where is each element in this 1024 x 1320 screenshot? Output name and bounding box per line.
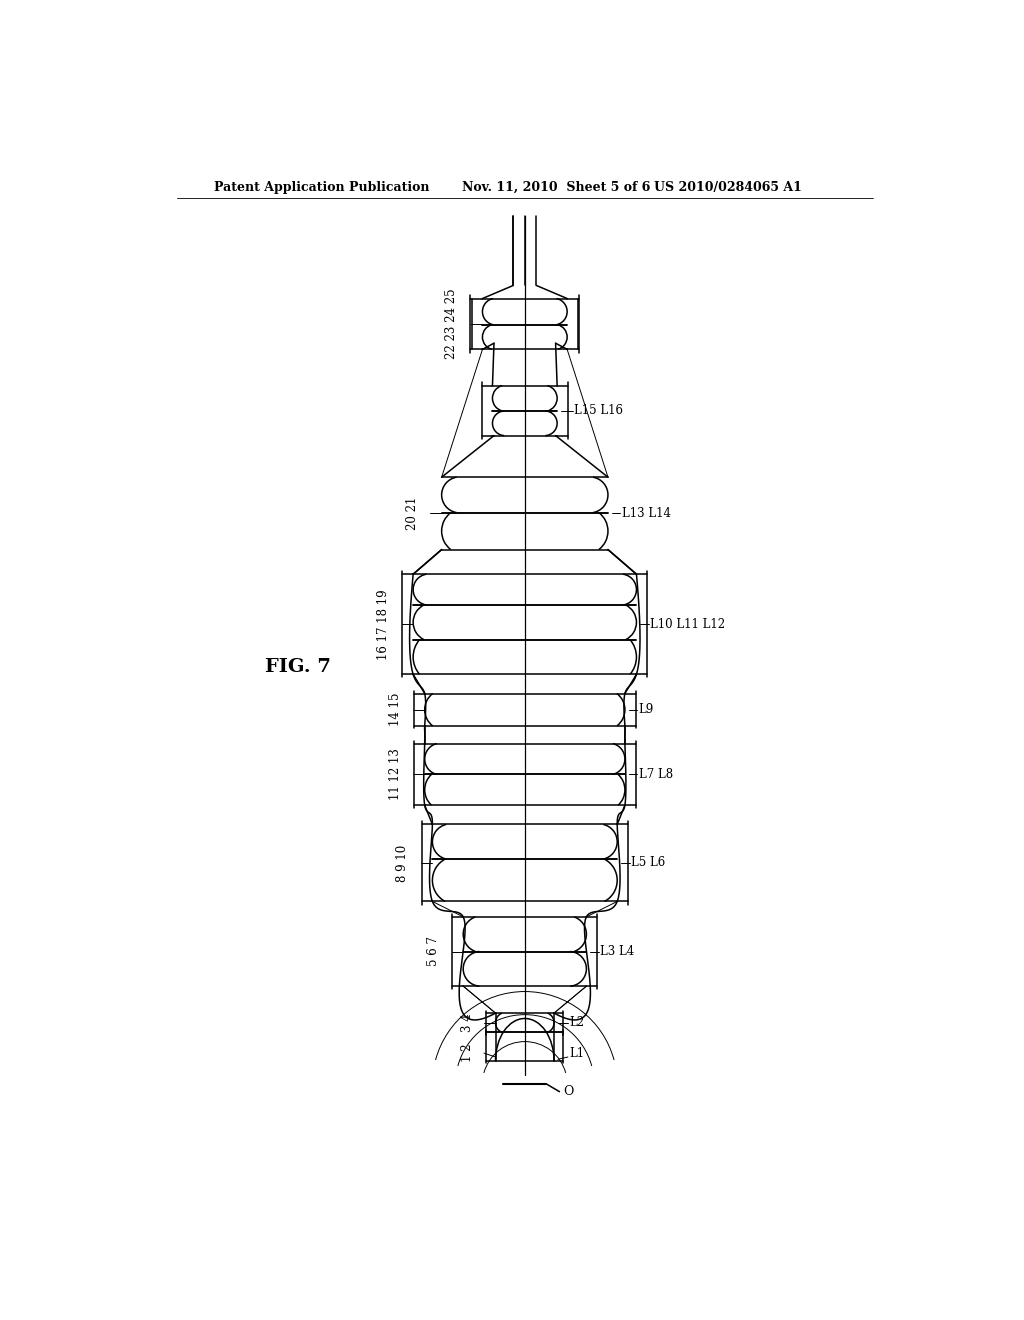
Text: L2: L2 — [569, 1016, 585, 1030]
Text: Nov. 11, 2010  Sheet 5 of 6: Nov. 11, 2010 Sheet 5 of 6 — [462, 181, 650, 194]
Text: L9: L9 — [639, 704, 654, 717]
Text: 16 17 18 19: 16 17 18 19 — [377, 589, 390, 660]
Text: 20 21: 20 21 — [406, 496, 419, 531]
Text: 22 23 24 25: 22 23 24 25 — [444, 289, 458, 359]
Text: L1: L1 — [569, 1047, 585, 1060]
Text: FIG. 7: FIG. 7 — [265, 657, 331, 676]
Text: L7 L8: L7 L8 — [639, 768, 673, 781]
Text: L13 L14: L13 L14 — [622, 507, 671, 520]
Text: 11 12 13: 11 12 13 — [388, 748, 401, 800]
Text: 14 15: 14 15 — [388, 693, 401, 726]
Text: L15 L16: L15 L16 — [574, 404, 623, 417]
Text: US 2010/0284065 A1: US 2010/0284065 A1 — [654, 181, 802, 194]
Text: 8 9 10: 8 9 10 — [396, 845, 410, 882]
Text: L10 L11 L12: L10 L11 L12 — [650, 618, 725, 631]
Text: Patent Application Publication: Patent Application Publication — [214, 181, 429, 194]
Text: 3 4: 3 4 — [461, 1014, 474, 1032]
Text: L5 L6: L5 L6 — [631, 857, 666, 870]
Text: L3 L4: L3 L4 — [600, 945, 635, 958]
Text: 1 2: 1 2 — [461, 1044, 474, 1063]
Text: 5 6 7: 5 6 7 — [427, 936, 440, 966]
Text: O: O — [563, 1085, 573, 1098]
